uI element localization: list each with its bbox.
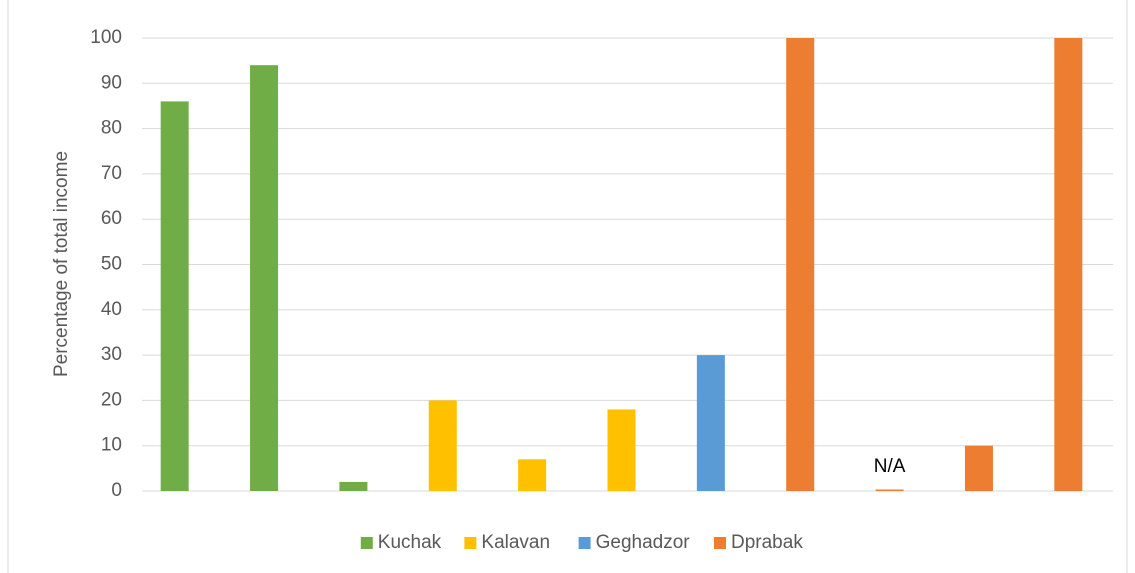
bar — [1054, 38, 1083, 491]
na-stub — [875, 489, 904, 491]
y-tick-label: 90 — [101, 72, 122, 93]
y-tick-label: 20 — [101, 389, 122, 410]
y-axis-title: Percentage of total income — [51, 151, 72, 377]
legend-label: Dprabak — [731, 532, 803, 553]
chart-border — [7, 0, 1128, 573]
legend-swatch — [464, 537, 477, 549]
bar — [607, 409, 636, 491]
bar — [518, 459, 547, 491]
legend-swatch — [578, 537, 591, 549]
y-tick-label: 30 — [101, 344, 122, 365]
y-tick-label: 10 — [101, 435, 122, 456]
legend-swatch — [714, 537, 726, 549]
legend-label: Kalavan — [481, 532, 550, 553]
y-tick-label: 50 — [101, 254, 122, 275]
data-label: N/A — [874, 456, 906, 477]
y-tick-label: 0 — [111, 480, 122, 501]
bar — [964, 445, 993, 491]
legend-label: Kuchak — [378, 532, 442, 553]
y-tick-label: 60 — [101, 208, 122, 229]
bar — [250, 65, 279, 492]
y-tick-label: 100 — [90, 27, 122, 48]
legend-label: Geghadzor — [596, 532, 691, 553]
bar — [428, 400, 457, 491]
bar — [696, 355, 725, 491]
y-tick-label: 70 — [101, 163, 122, 184]
y-tick-label: 80 — [101, 118, 122, 139]
bar — [339, 481, 368, 491]
y-tick-label: 40 — [101, 299, 122, 320]
bar — [786, 38, 815, 491]
bar — [160, 101, 189, 492]
legend-swatch — [360, 537, 373, 549]
